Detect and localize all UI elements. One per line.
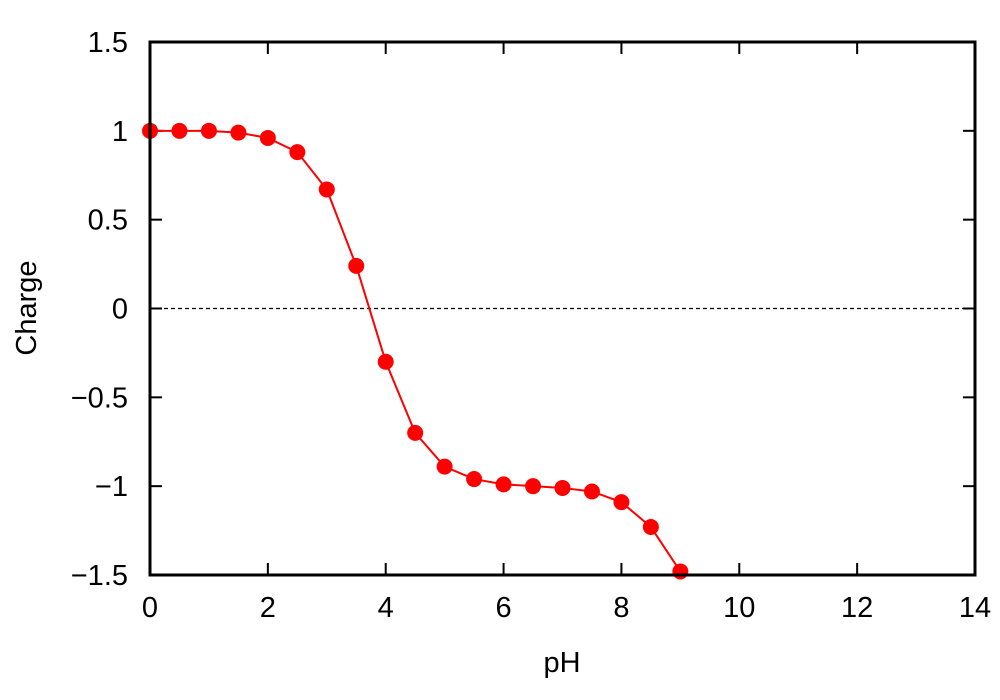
x-tick-label: 10 bbox=[723, 592, 755, 624]
data-point bbox=[466, 471, 483, 488]
data-point bbox=[583, 483, 600, 500]
data-point bbox=[407, 424, 424, 441]
data-point bbox=[259, 129, 276, 146]
y-axis-label: Charge bbox=[11, 260, 43, 355]
x-tick-label: 6 bbox=[496, 592, 512, 624]
data-point bbox=[318, 181, 335, 198]
y-tick-label: 0.5 bbox=[88, 205, 128, 237]
x-tick-label: 2 bbox=[260, 592, 276, 624]
y-tick-label: 0 bbox=[112, 294, 128, 326]
x-tick-label: 14 bbox=[959, 592, 991, 624]
data-point bbox=[642, 519, 659, 536]
x-tick-label: 0 bbox=[142, 592, 158, 624]
data-line bbox=[150, 129, 682, 572]
data-point bbox=[289, 144, 306, 161]
x-axis-label: pH bbox=[543, 647, 580, 679]
y-tick-label: −0.5 bbox=[71, 382, 128, 414]
data-point bbox=[171, 122, 188, 139]
data-point bbox=[230, 124, 247, 141]
y-tick-label: −1 bbox=[95, 471, 128, 503]
data-point bbox=[377, 353, 394, 370]
data-point bbox=[613, 494, 630, 511]
data-point bbox=[554, 479, 571, 496]
y-tick-label: 1.5 bbox=[88, 27, 128, 59]
plot-frame bbox=[148, 40, 977, 577]
data-point bbox=[436, 458, 453, 475]
x-tick-label: 12 bbox=[841, 592, 873, 624]
data-point bbox=[672, 563, 689, 580]
x-tick-label: 8 bbox=[613, 592, 629, 624]
data-point bbox=[200, 122, 217, 139]
data-point bbox=[348, 257, 365, 274]
x-tick-label: 4 bbox=[378, 592, 394, 624]
data-point bbox=[495, 476, 512, 493]
y-tick-label: 1 bbox=[112, 116, 128, 148]
data-point bbox=[525, 478, 542, 495]
y-tick-label: −1.5 bbox=[71, 560, 128, 592]
